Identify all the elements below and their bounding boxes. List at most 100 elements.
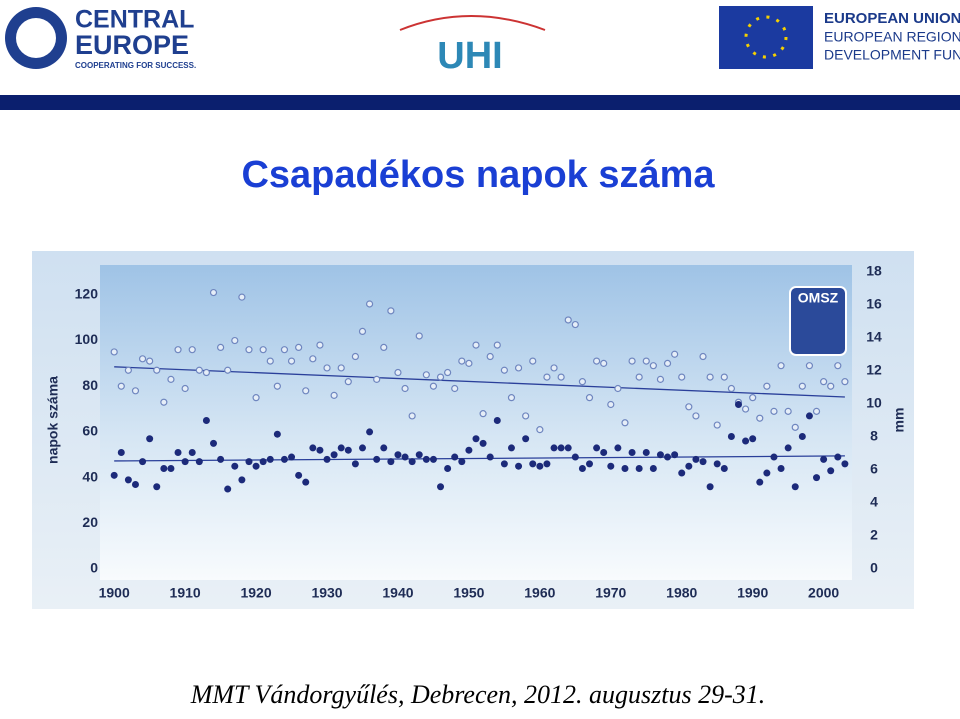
data-point [805, 362, 814, 370]
data-point [288, 453, 296, 461]
data-point [529, 460, 537, 468]
data-point [671, 350, 679, 358]
data-point [273, 430, 281, 438]
data-point [231, 462, 239, 470]
data-point [812, 407, 821, 415]
data-point [422, 371, 430, 379]
footer: MMT Vándorgyűlés, Debrecen, 2012. augusz… [190, 680, 766, 709]
data-point [387, 307, 395, 315]
data-point [564, 444, 572, 452]
data-point [635, 464, 643, 472]
data-point [628, 357, 636, 365]
data-point [756, 478, 764, 486]
omsz-logo [789, 286, 847, 356]
data-point [451, 384, 459, 393]
data-point [529, 357, 537, 365]
data-point [330, 391, 338, 399]
data-point [515, 462, 523, 470]
data-point [607, 400, 615, 409]
data-point [174, 346, 182, 354]
data-point [593, 444, 601, 452]
y2-tick-label: 2 [870, 527, 878, 543]
data-point [373, 375, 381, 383]
data-point [664, 453, 672, 461]
data-point [415, 451, 423, 459]
data-point [635, 373, 643, 381]
x-tick-label: 2000 [808, 585, 839, 601]
data-point [160, 398, 168, 406]
data-point [734, 401, 742, 409]
data-point [593, 357, 601, 365]
data-point [394, 451, 402, 459]
data-point [210, 439, 218, 447]
x-tick-label: 1940 [382, 585, 413, 601]
data-point [763, 469, 771, 477]
data-point [124, 476, 132, 484]
data-point [500, 366, 508, 374]
data-point [195, 458, 203, 466]
data-point [181, 384, 189, 393]
data-point [642, 448, 650, 456]
data-point [380, 343, 388, 351]
data-point [671, 451, 679, 459]
x-tick-label: 1960 [524, 585, 555, 601]
data-point [713, 460, 721, 468]
data-point [784, 444, 792, 452]
data-point [564, 316, 572, 324]
data-point [820, 455, 828, 463]
logo-text: EUROPE [75, 30, 189, 60]
data-point [266, 455, 274, 463]
data-point [188, 448, 196, 456]
data-point [585, 394, 594, 402]
data-point [408, 458, 416, 466]
data-point [401, 453, 409, 461]
data-point [138, 355, 147, 363]
data-point [273, 382, 281, 390]
y2-tick-label: 6 [870, 461, 878, 477]
data-point [507, 394, 516, 402]
data-point [238, 293, 246, 301]
data-point [621, 464, 629, 472]
data-point [146, 435, 154, 443]
data-point [656, 451, 664, 459]
data-point [245, 458, 253, 466]
data-point [266, 357, 274, 365]
data-point [741, 405, 750, 413]
data-point [373, 455, 381, 463]
logo-tagline: COOPERATING FOR SUCCESS. [75, 61, 196, 70]
data-point [110, 471, 118, 479]
data-point [358, 444, 366, 452]
data-point [387, 458, 395, 466]
data-point [181, 458, 189, 466]
data-point [110, 348, 118, 356]
data-point [486, 352, 494, 361]
data-point [678, 469, 686, 477]
data-point [337, 444, 345, 452]
data-point [231, 336, 239, 345]
data-point [685, 462, 693, 470]
data-point [422, 455, 430, 463]
data-point [444, 368, 452, 377]
data-point [451, 453, 459, 461]
x-tick-label: 1930 [311, 585, 342, 601]
y-tick-label: 20 [82, 514, 98, 530]
data-point [295, 343, 303, 351]
data-point [139, 458, 147, 466]
y-tick-label: 0 [90, 560, 98, 576]
data-point [287, 357, 296, 365]
y2-tick-label: 0 [870, 560, 878, 576]
data-point [323, 455, 331, 463]
data-point [302, 387, 310, 395]
data-point [720, 373, 728, 381]
data-point [295, 471, 303, 479]
x-tick-label: 1950 [453, 585, 484, 601]
data-point [550, 444, 558, 452]
data-point [259, 458, 267, 466]
y-axis-label: napok száma [45, 376, 61, 464]
data-point [415, 332, 423, 340]
data-point [252, 394, 260, 402]
y2-tick-label: 18 [866, 263, 882, 279]
y2-tick-label: 14 [866, 329, 882, 345]
logo-circle [16, 18, 56, 58]
